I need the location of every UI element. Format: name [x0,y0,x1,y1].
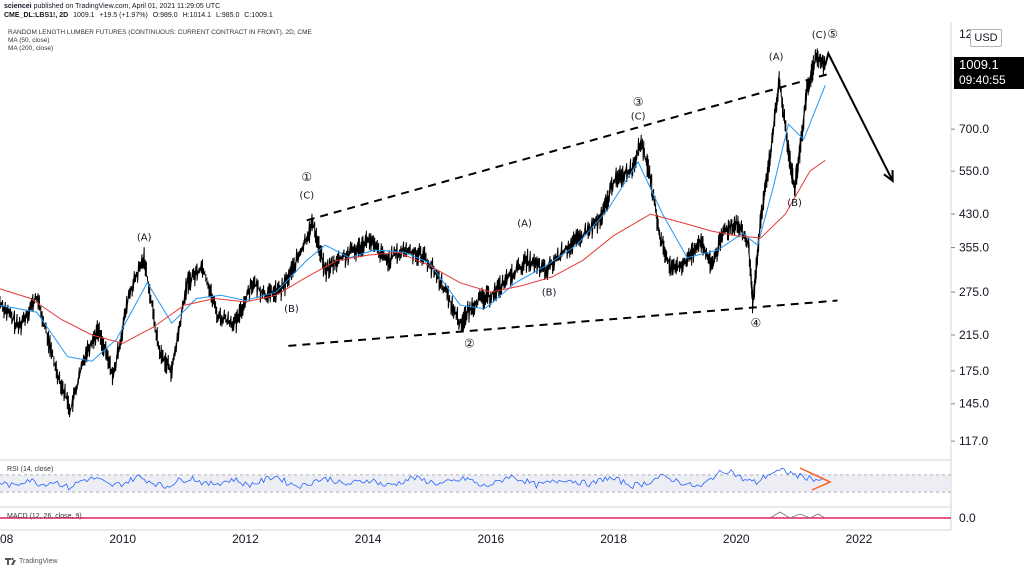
rsi-divergence-arrow [799,467,832,491]
tradingview-logo-icon [5,557,16,565]
currency-button[interactable]: USD [970,29,1002,47]
price-tag-value: 1009.1 [959,57,999,72]
publisher-text: published on TradingView.com, April 01, … [33,3,221,10]
wave-label: ⑤ [827,27,838,41]
wave-label: (A) [137,232,152,243]
x-tick-label: 2014 [355,532,382,546]
projection-arrow-head [883,169,894,184]
wave-label: (C) [631,111,646,122]
wave-label: ② [464,337,475,351]
x-tick-label: 2010 [109,532,136,546]
legend-ma50[interactable]: MA (50, close) [8,37,50,44]
footer: TradingView [5,557,58,566]
price-change: +19.5 (+1.97%) [99,12,148,19]
y-tick-label: 430.0 [959,207,989,221]
bar-countdown: 09:40:55 [959,73,1006,87]
last-price: 1009.1 [73,12,95,19]
wave-label: (B) [787,198,802,209]
trendline-2 [288,299,838,347]
x-tick-label: 2008 [0,532,14,546]
wave-label: ④ [751,316,762,330]
macd-label: MACD (12, 26, close, 9) [7,513,82,520]
rsi-label: RSI (14, close) [7,466,53,473]
low-value: L:985.0 [215,12,240,19]
ma50-line [0,85,826,362]
high-value: H:1014.1 [182,12,212,19]
legend-ma200[interactable]: MA (200, close) [8,45,54,52]
y-tick-label: 700.0 [959,122,989,136]
wave-label: (A) [769,52,784,63]
projection-arrow [824,50,894,182]
symbol-name[interactable]: CME_DL:LBS1!, 2D [4,12,69,19]
x-tick-label: 2022 [846,532,873,546]
last-price-tag: 1009.1 09:40:55 [954,57,1024,89]
footer-brand: TradingView [19,558,58,565]
close-value: C:1009.1 [244,12,273,19]
symbol-line: CME_DL:LBS1!, 2D 1009.1 +19.5 (+1.97%) O… [4,11,273,20]
wave-label: (A) [517,219,532,230]
x-tick-label: 2012 [232,532,259,546]
y-tick-label: 275.0 [959,285,989,299]
y-tick-label-partial: 12 [959,27,973,41]
wave-label: ③ [633,95,644,109]
legend-block: RANDOM LENGTH LUMBER FUTURES (CONTINUOUS… [8,29,312,53]
y-tick-label: 550.0 [959,164,989,178]
chart-title: RANDOM LENGTH LUMBER FUTURES (CONTINUOUS… [8,29,312,36]
y-tick-label: 117.0 [959,434,988,448]
y-tick-label: 215.0 [959,328,989,342]
macd-zero-label: 0.0 [959,511,976,525]
x-tick-label: 2016 [477,532,504,546]
publisher-user: sciencei [4,3,32,10]
wave-label: ① [301,170,312,184]
ma200-line [0,159,826,344]
x-tick-label: 2020 [723,532,750,546]
y-tick-label: 355.0 [959,241,989,255]
wave-label: (B) [542,287,557,298]
rsi-line [0,467,824,491]
trendline-1 [306,73,829,222]
wave-label: (C) [812,30,827,41]
macd-signal-line [769,511,826,519]
wave-label: (C) [299,191,314,202]
x-tick-label: 2018 [600,532,627,546]
price-line [0,48,826,418]
open-value: O:989.0 [152,12,178,19]
y-tick-label: 175.0 [959,364,989,378]
publisher-line: sciencei published on TradingView.com, A… [4,2,220,11]
y-tick-label: 145.0 [959,397,989,411]
wave-label: (B) [284,304,299,315]
